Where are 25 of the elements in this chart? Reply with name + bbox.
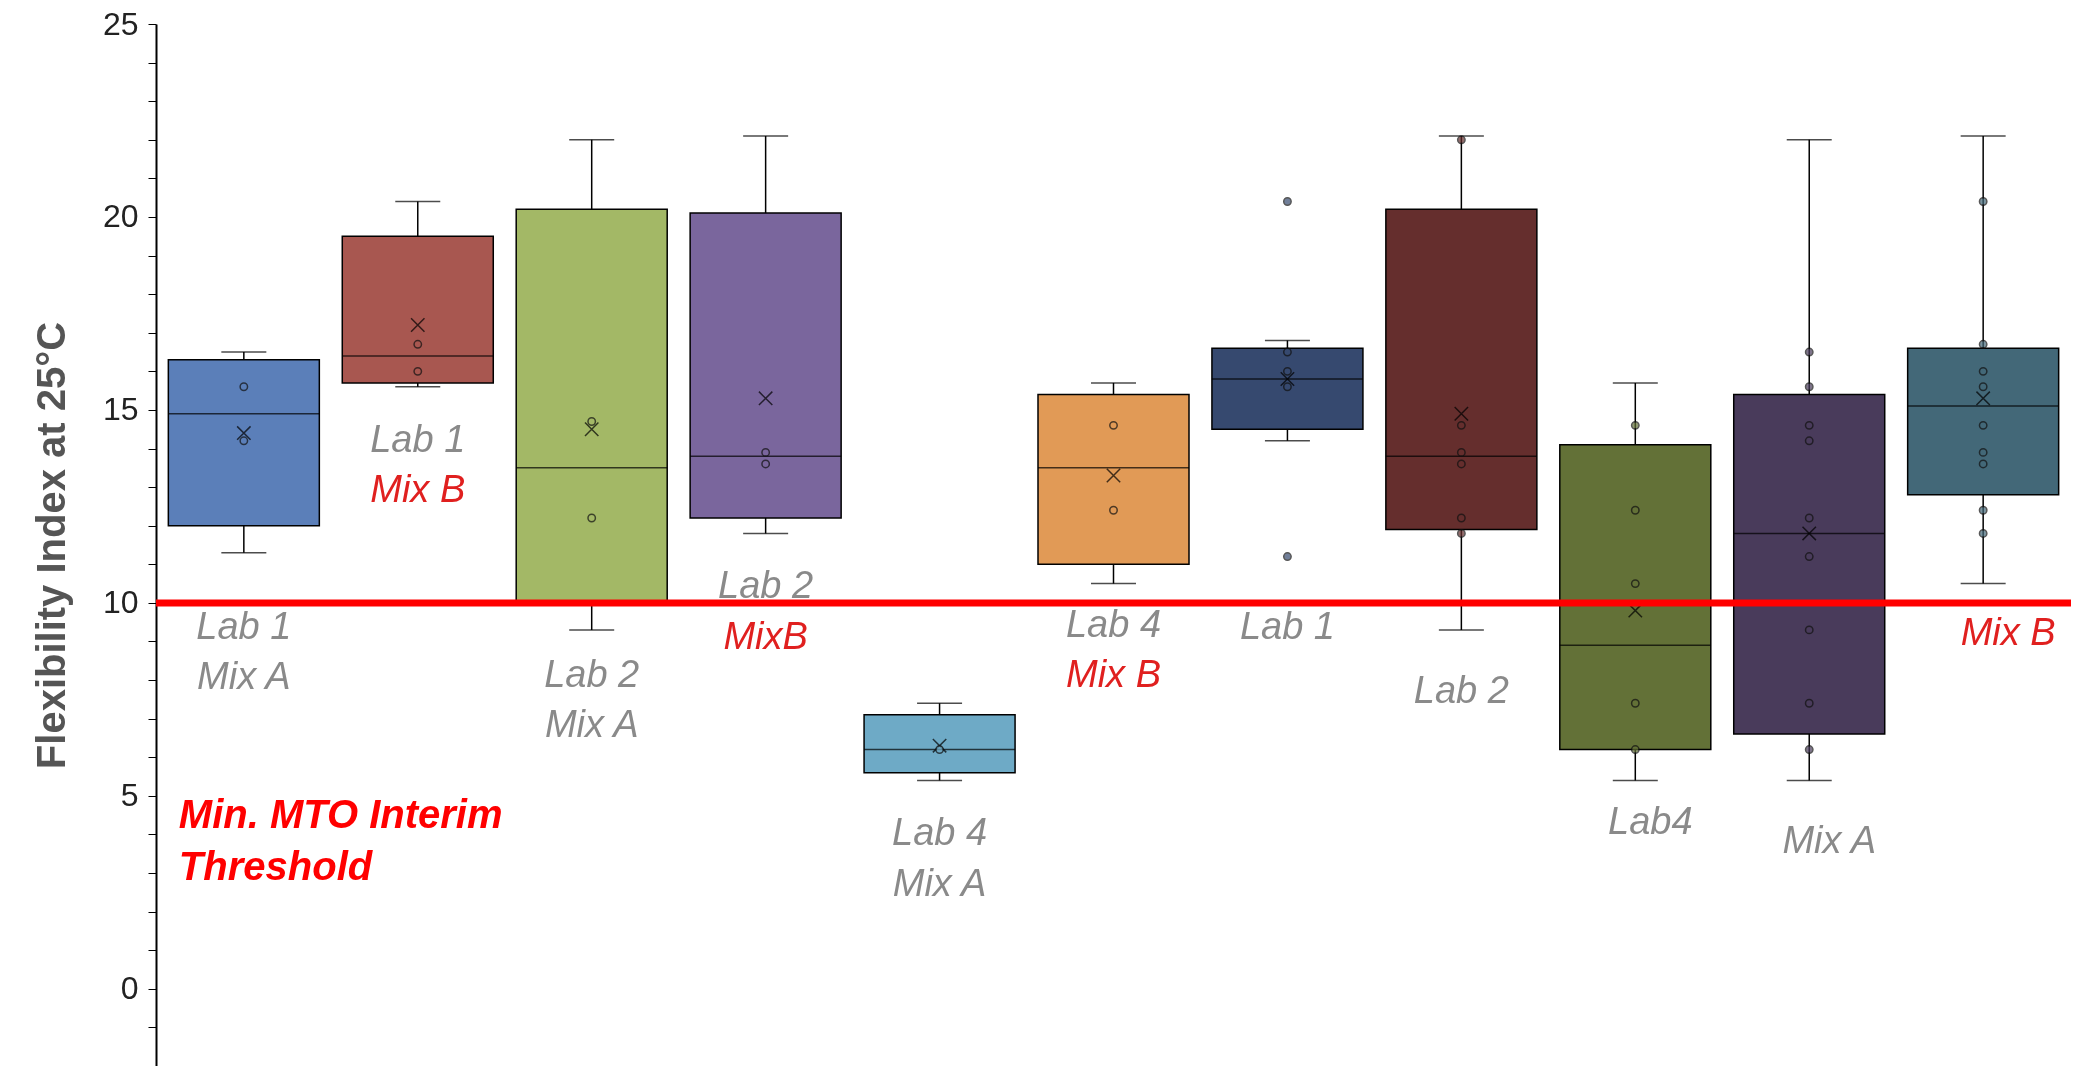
annotation: Lab 2 [718, 564, 814, 607]
y-tick-label: 15 [102, 391, 139, 428]
annotation: Lab 1 [370, 417, 466, 460]
annotation: Lab 2 [544, 653, 640, 696]
annotation: Mix A [892, 861, 987, 904]
annotation: Mix A [1782, 819, 1877, 862]
annotation: Lab 4 [1065, 603, 1162, 646]
ref-line-label: Min. MTO Interim Threshold [178, 791, 503, 888]
y-tick-label: 0 [120, 970, 139, 1007]
annotation: Lab 4 [892, 811, 988, 854]
annotation: Lab 1 [196, 604, 292, 647]
y-tick-label: 25 [102, 5, 139, 42]
annotation: Mix A [197, 655, 291, 698]
y-tick-label: 5 [120, 777, 139, 814]
y-axis-title: Flexibility Index at 25°C [28, 321, 73, 770]
annotation: Mix B [1066, 653, 1161, 696]
annotation: Lab4 [1608, 799, 1693, 842]
annotation: Mix B [370, 467, 466, 510]
y-tick-label: 20 [102, 198, 139, 235]
annotation: Mix B [1960, 610, 2056, 653]
annotation: Lab 1 [1239, 604, 1335, 647]
y-tick-label: 10 [102, 584, 139, 621]
annotation: Mix A [544, 703, 639, 746]
annotation: Lab 2 [1413, 668, 1509, 711]
annotation: MixB [723, 614, 808, 657]
